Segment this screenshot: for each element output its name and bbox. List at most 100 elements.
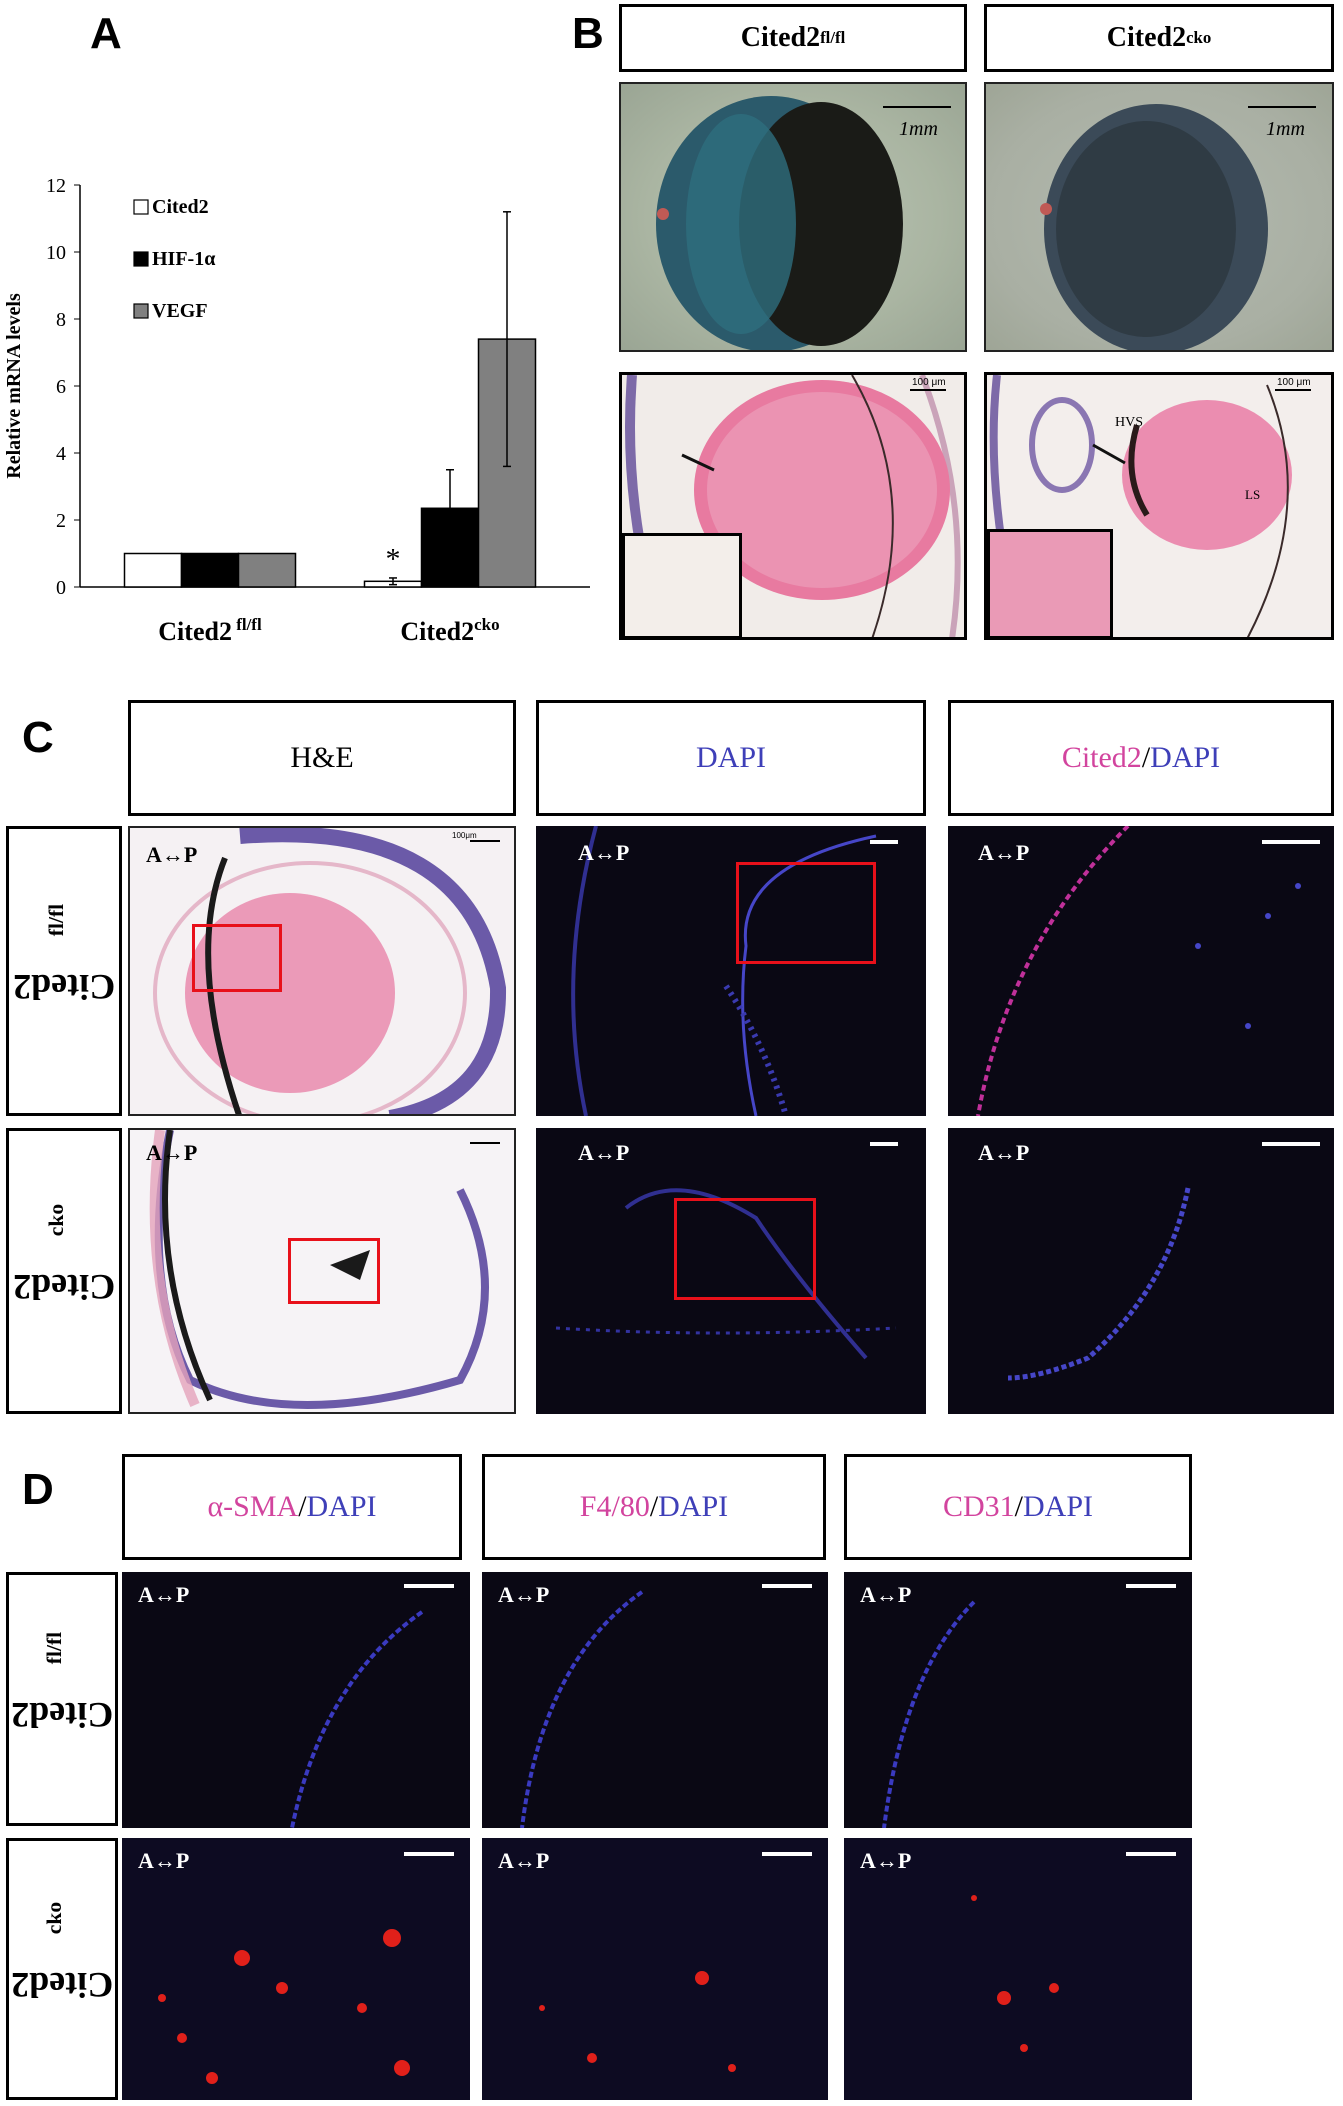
orientation-label: A↔P xyxy=(578,1140,630,1165)
column-header-he: H&E xyxy=(128,700,516,816)
orientation-label: A↔P xyxy=(138,1848,190,1873)
stain-name: F4/80 xyxy=(579,1490,650,1523)
legend-label: Cited2 xyxy=(152,196,209,218)
scale-label-100um: 100 μm xyxy=(912,377,946,388)
he-section-flfl: 100 μm xyxy=(619,372,967,640)
panel-label-c: C xyxy=(22,713,54,762)
column-header-label: H&E xyxy=(290,741,354,774)
orientation-label: A↔P xyxy=(978,1140,1030,1165)
panel-label-d: D xyxy=(22,1465,54,1514)
roi-box xyxy=(674,1198,816,1300)
orientation-label: A↔P xyxy=(978,840,1030,865)
stain-dapi: DAPI xyxy=(1023,1490,1094,1523)
slash: / xyxy=(298,1490,307,1523)
slash: / xyxy=(649,1490,659,1523)
header-cited2-flfl: Cited2 fl/fl xyxy=(619,4,967,72)
row-genotype-sup: fl/fl xyxy=(44,903,69,937)
column-header-cd31-dapi: CD31/DAPI xyxy=(844,1454,1192,1560)
scale-label-1mm: 1mm xyxy=(899,118,938,140)
header-genotype-base: Cited2 xyxy=(1106,22,1187,53)
inset xyxy=(987,529,1113,637)
bar xyxy=(123,552,183,588)
column-header-f480-dapi: F4/80/DAPI xyxy=(482,1454,826,1560)
sma-image-flfl: A↔P xyxy=(122,1572,470,1828)
legend-swatch xyxy=(133,303,149,319)
bar xyxy=(237,552,297,588)
header-cited2-cko: Cited2 cko xyxy=(984,4,1334,72)
panel-label-a: A xyxy=(90,9,122,58)
stain-name: Cited2 xyxy=(1061,741,1142,774)
f480-image-flfl: A↔P xyxy=(482,1572,828,1828)
orientation-label: A↔P xyxy=(498,1582,550,1607)
cd31-image-flfl: A↔P xyxy=(844,1572,1192,1828)
inset xyxy=(622,533,742,637)
orientation-label: A↔P xyxy=(138,1582,190,1607)
row-label-cited2-flfl: Cited2 fl/fl xyxy=(6,1572,118,1826)
y-tick-label: 6 xyxy=(56,376,66,398)
row-genotype-sup: cko xyxy=(42,1901,67,1935)
orientation-label: A↔P xyxy=(498,1848,550,1873)
row-label-cited2-cko: Cited2 cko xyxy=(6,1128,122,1414)
f480-image-cko: A↔P xyxy=(482,1838,828,2100)
y-tick-label: 4 xyxy=(56,443,66,465)
scale-label-100um: 100μm xyxy=(452,831,477,840)
scale-label-100um: 100 μm xyxy=(1277,377,1311,388)
column-header-label: DAPI xyxy=(695,741,766,774)
row-genotype-base: Cited2 xyxy=(13,967,116,1008)
y-tick-label: 10 xyxy=(46,242,66,264)
eye-photo-cko: 1mm xyxy=(984,82,1334,352)
panel-label-b: B xyxy=(572,9,604,58)
header-genotype-base: Cited2 xyxy=(740,22,821,53)
he-image-cko: A↔P xyxy=(128,1128,516,1414)
he-image-flfl: A↔P 100μm xyxy=(128,826,516,1116)
he-section-cko: 100 μm HVS LS xyxy=(984,372,1334,640)
sma-image-cko: A↔P xyxy=(122,1838,470,2100)
orientation-label: A↔P xyxy=(578,840,630,865)
stain-name: α-SMA xyxy=(207,1490,299,1523)
row-genotype-sup: fl/fl xyxy=(42,1631,67,1665)
y-tick-label: 12 xyxy=(46,175,66,197)
significance-marker: * xyxy=(386,543,401,576)
column-header-sma-dapi: α-SMA / DAPI xyxy=(122,1454,462,1560)
dapi-image-flfl: A↔P xyxy=(536,826,926,1116)
roi-box xyxy=(192,924,282,992)
legend-swatch xyxy=(133,199,149,215)
dapi-image-cko: A↔P xyxy=(536,1128,926,1414)
legend-swatch xyxy=(133,251,149,267)
stain-dapi: DAPI xyxy=(306,1490,377,1523)
stain-dapi: DAPI xyxy=(658,1490,729,1523)
y-tick-label: 8 xyxy=(56,309,66,331)
orientation-label: A↔P xyxy=(860,1848,912,1873)
eye-photo-flfl: 1mm xyxy=(619,82,967,352)
label-ls: LS xyxy=(1245,487,1261,502)
cd31-image-cko: A↔P xyxy=(844,1838,1192,2100)
column-header-cited2-dapi: Cited2/DAPI xyxy=(948,700,1334,816)
header-genotype-sup: cko xyxy=(1186,28,1212,47)
row-label-cited2-flfl: Cited2 fl/fl xyxy=(6,826,122,1116)
slash: / xyxy=(1141,741,1151,774)
orientation-label: A↔P xyxy=(860,1582,912,1607)
bar xyxy=(180,552,240,588)
cited2-dapi-image-flfl: A↔P xyxy=(948,826,1334,1116)
legend-label: HIF-1α xyxy=(152,248,215,270)
x-tick-label: Cited2 fl/fl xyxy=(158,615,262,646)
label-hvs: HVS xyxy=(1115,415,1144,430)
bar-chart: 0 2 4 6 8 10 12 Relative mRNA levels Cited2 fl/f… xyxy=(3,175,590,646)
row-genotype-base: Cited2 xyxy=(11,1965,114,2006)
y-tick-label: 2 xyxy=(56,510,66,532)
roi-box xyxy=(736,862,876,964)
roi-box xyxy=(288,1238,380,1304)
row-genotype-base: Cited2 xyxy=(13,1267,116,1308)
stain-dapi: DAPI xyxy=(1150,741,1221,774)
stain-name: CD31 xyxy=(942,1490,1015,1523)
y-tick-label: 0 xyxy=(56,577,66,599)
legend-label: VEGF xyxy=(152,300,208,322)
orientation-label: A↔P xyxy=(146,842,198,867)
slash: / xyxy=(1014,1490,1023,1523)
row-genotype-sup: cko xyxy=(44,1203,69,1237)
orientation-label: A↔P xyxy=(146,1140,198,1165)
x-tick-label: Cited2cko xyxy=(400,615,499,646)
column-header-dapi: DAPI xyxy=(536,700,926,816)
y-axis-label: Relative mRNA levels xyxy=(3,293,25,479)
row-genotype-base: Cited2 xyxy=(11,1695,114,1736)
